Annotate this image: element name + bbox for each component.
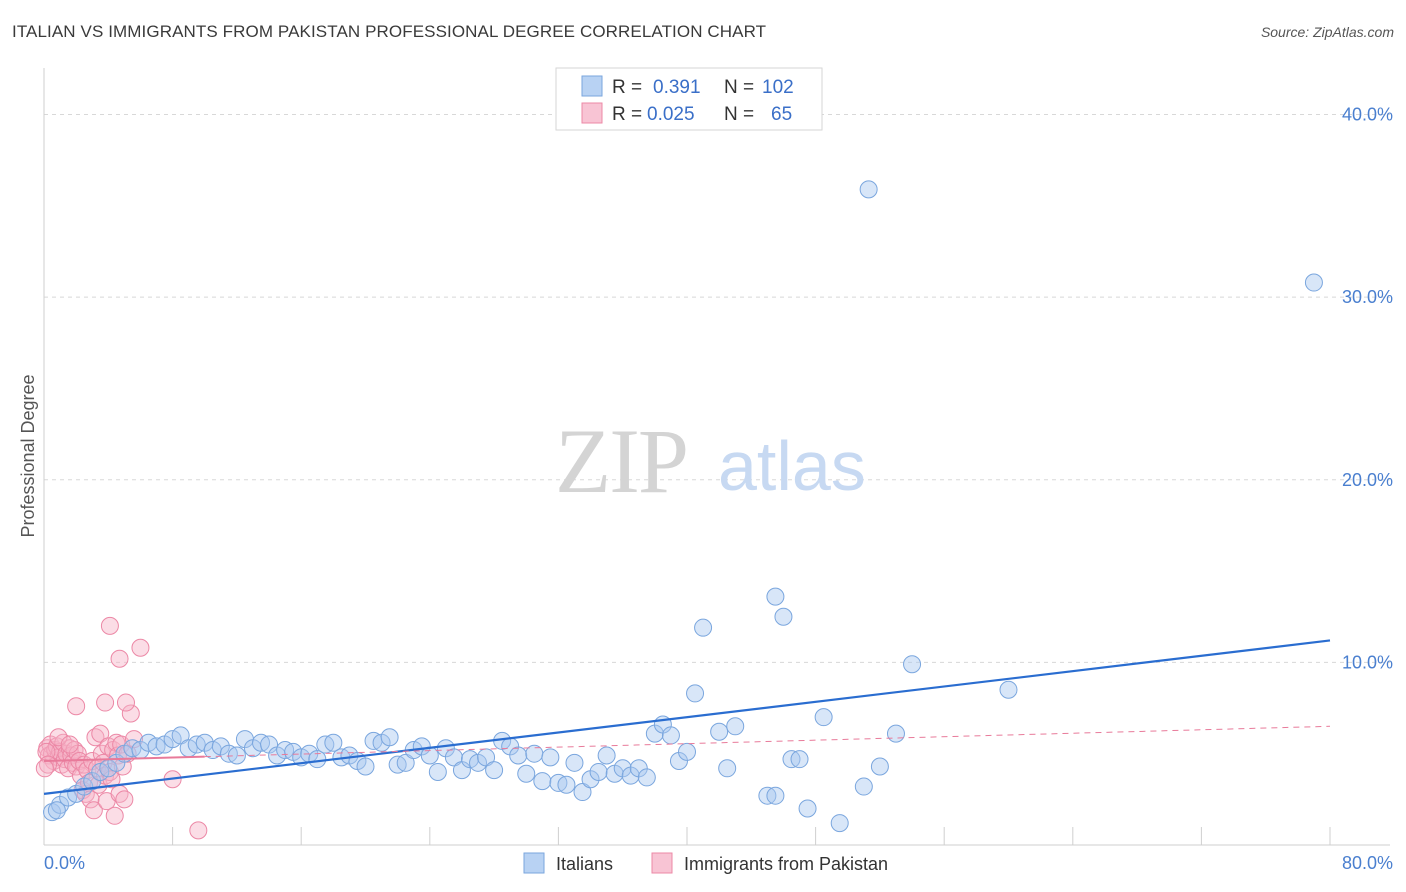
pakistan-point	[116, 693, 135, 712]
italian-point	[396, 753, 415, 772]
italian-point	[694, 618, 713, 637]
chart-title: ITALIAN VS IMMIGRANTS FROM PAKISTAN PROF…	[12, 22, 767, 41]
pakistan-point	[131, 638, 150, 657]
italian-point	[661, 726, 680, 745]
pakistan-point	[125, 730, 144, 749]
italian-point	[565, 753, 584, 772]
italian-point	[710, 722, 729, 741]
bottom-legend-italians: Italians	[556, 854, 613, 874]
y-tick-labels: 10.0% 20.0% 30.0% 40.0%	[1342, 105, 1393, 673]
legend-r-label-1: R =	[612, 77, 642, 98]
italian-point	[886, 724, 905, 743]
italian-point	[637, 768, 656, 787]
bottom-legend: Italians Immigrants from Pakistan	[523, 852, 888, 874]
italian-point	[814, 708, 833, 727]
watermark-atlas: atlas	[718, 427, 866, 505]
italian-points	[43, 180, 1323, 833]
legend-n-label-1: N =	[724, 77, 754, 98]
pakistan-point	[121, 704, 140, 723]
italian-point	[589, 762, 608, 781]
italian-point	[854, 777, 873, 796]
italian-point	[509, 746, 528, 765]
trend-lines	[43, 639, 1331, 795]
italian-point	[686, 684, 705, 703]
pakistan-point	[110, 649, 129, 668]
italian-point	[485, 761, 504, 780]
axes	[43, 68, 1390, 846]
italian-point	[227, 746, 246, 765]
italian-point	[533, 772, 552, 791]
x-tick-labels: 0.0% 80.0%	[44, 853, 1393, 873]
watermark: ZIP atlas	[555, 410, 866, 512]
y-tick-label: 30.0%	[1342, 287, 1393, 307]
y-tick-label: 10.0%	[1342, 652, 1393, 672]
y-tick-label: 40.0%	[1342, 105, 1393, 125]
bottom-legend-pakistan: Immigrants from Pakistan	[684, 854, 888, 874]
x-tick-label: 0.0%	[44, 853, 85, 873]
italian-point	[726, 717, 745, 736]
y-tick-label: 20.0%	[1342, 470, 1393, 490]
pakistan-point	[189, 821, 208, 840]
bottom-swatch-pakistan	[651, 852, 673, 874]
italian-point	[798, 799, 817, 818]
pakistan-point	[105, 806, 124, 825]
legend-swatch-italians	[581, 75, 603, 97]
legend-n-value-2: 65	[771, 104, 792, 125]
bottom-swatch-italians	[523, 852, 545, 874]
italian-point	[573, 783, 592, 802]
pakistan-point	[49, 728, 68, 747]
italian-point	[171, 726, 190, 745]
italian-point	[718, 759, 737, 778]
pakistan-point	[115, 790, 134, 809]
italian-point	[356, 757, 375, 776]
pakistan-point	[84, 801, 103, 820]
italian-point	[766, 587, 785, 606]
legend-r-label-2: R =	[612, 104, 642, 125]
italian-point	[999, 680, 1018, 699]
pakistan-point	[102, 770, 121, 789]
legend-r-value-1: 0.391	[653, 77, 701, 98]
pakistan-point	[86, 728, 105, 747]
legend-swatch-pakistan	[581, 102, 603, 124]
legend-n-label-2: N =	[724, 104, 754, 125]
italian-point	[766, 786, 785, 805]
italian-point	[830, 814, 849, 833]
italian-point	[380, 728, 399, 747]
italian-point	[678, 742, 696, 761]
pakistan-trend-line-solid	[43, 755, 205, 762]
italian-point	[1304, 273, 1323, 292]
italian-point	[477, 748, 496, 767]
legend-n-value-1: 102	[762, 77, 794, 98]
italian-point	[324, 733, 343, 752]
x-tick-label: 80.0%	[1342, 853, 1393, 873]
italian-point	[517, 764, 536, 783]
y-axis-label: Professional Degree	[18, 374, 38, 537]
pakistan-point	[35, 759, 54, 778]
pakistan-point	[91, 724, 110, 743]
pakistan-point	[60, 735, 79, 754]
italian-point	[541, 748, 560, 767]
italian-point	[557, 775, 576, 794]
italian-trend-line	[43, 639, 1331, 795]
pakistan-trend-line-dashed	[204, 725, 1331, 758]
italian-point	[597, 746, 616, 765]
pakistan-point	[96, 693, 115, 712]
italian-point	[790, 750, 809, 769]
italian-point	[870, 757, 889, 776]
italian-point	[903, 655, 922, 674]
top-legend: R = 0.391 N = 102 R = 0.025 N = 65	[555, 67, 823, 131]
pakistan-point	[100, 616, 119, 635]
italian-point	[47, 801, 66, 820]
italian-point	[859, 180, 878, 199]
watermark-zip: ZIP	[555, 410, 687, 512]
legend-r-value-2: 0.025	[647, 104, 695, 125]
italian-point	[428, 762, 447, 781]
pakistan-points	[35, 616, 208, 840]
source-label: Source: ZipAtlas.com	[1260, 24, 1394, 40]
pakistan-point	[67, 697, 86, 716]
italian-point	[774, 607, 793, 626]
grid	[44, 114, 1390, 663]
italian-point	[444, 748, 463, 767]
